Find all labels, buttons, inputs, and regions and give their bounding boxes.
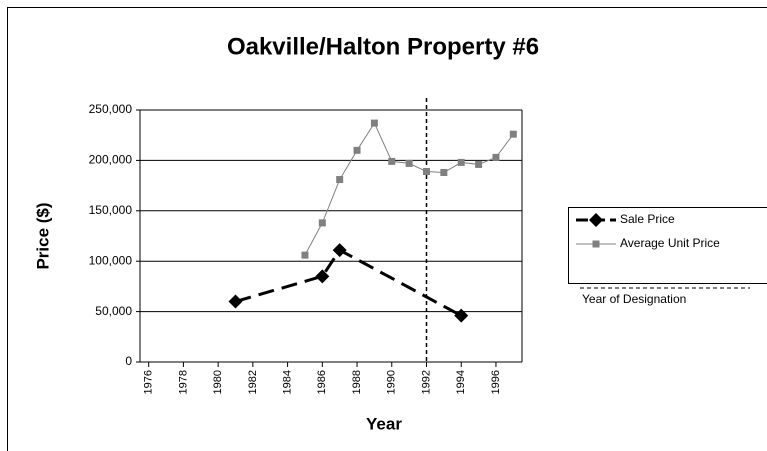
point xyxy=(228,294,243,309)
x-tick-label: 1976 xyxy=(143,370,155,394)
y-tick-label: 150,000 xyxy=(89,203,133,217)
series-line xyxy=(235,248,462,317)
x-tick-label: 1984 xyxy=(281,370,293,394)
legend-label: Average Unit Price xyxy=(620,236,720,250)
point xyxy=(318,219,326,227)
x-tick-label: 1988 xyxy=(351,370,363,394)
x-tick-label: 1978 xyxy=(177,370,189,394)
y-tick-label: 100,000 xyxy=(89,253,133,267)
x-tick-label: 1980 xyxy=(212,370,224,394)
point xyxy=(332,243,347,258)
x-tick-label: 1986 xyxy=(316,370,328,394)
point xyxy=(388,157,396,165)
point xyxy=(423,167,430,175)
point xyxy=(457,158,465,166)
point xyxy=(315,269,330,284)
x-tick-label: 1994 xyxy=(455,370,467,394)
point xyxy=(336,176,344,184)
point xyxy=(509,130,517,138)
x-tick-label: 1982 xyxy=(247,370,259,394)
legend-marker xyxy=(592,240,600,248)
legend-marker xyxy=(589,213,603,227)
y-tick-label: 200,000 xyxy=(89,153,133,167)
point xyxy=(405,159,413,167)
point xyxy=(492,153,500,161)
point xyxy=(353,146,361,154)
x-tick-label: 1992 xyxy=(420,370,432,394)
point xyxy=(301,251,309,259)
y-tick-label: 250,000 xyxy=(89,102,133,116)
point xyxy=(454,308,469,323)
x-tick-label: 1996 xyxy=(490,370,502,394)
y-axis-label: Price ($) xyxy=(33,202,52,269)
y-tick-label: 0 xyxy=(125,354,132,368)
point xyxy=(440,168,448,176)
legend-label: Sale Price xyxy=(620,212,675,226)
chart-title: Oakville/Halton Property #6 xyxy=(227,33,539,60)
x-tick-label: 1990 xyxy=(386,370,398,394)
x-axis-label: Year xyxy=(366,414,402,433)
point xyxy=(475,160,483,168)
point xyxy=(370,119,378,127)
legend-label: Year of Designation xyxy=(582,292,686,306)
y-tick-label: 50,000 xyxy=(95,304,132,318)
